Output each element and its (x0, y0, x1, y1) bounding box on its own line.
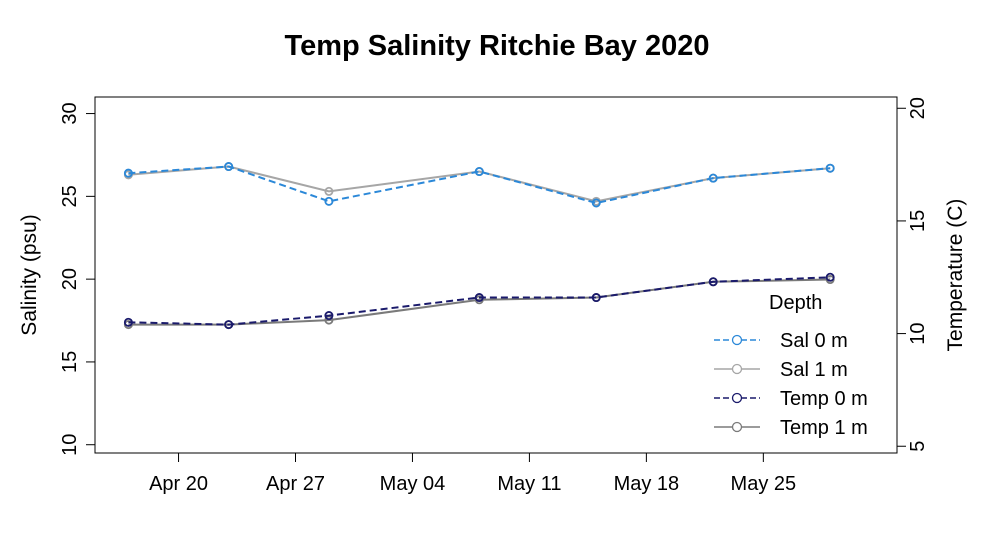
series-line (128, 278, 831, 326)
y-tick-label-right: 20 (907, 97, 929, 119)
x-tick-label: May 11 (497, 473, 561, 495)
data-point (123, 168, 133, 178)
legend-title: Depth (769, 292, 822, 314)
data-point (324, 196, 334, 206)
series-sal-0-m (123, 162, 835, 208)
data-point (474, 293, 484, 303)
series-temp-0-m (123, 272, 835, 330)
plot-area-frame (94, 96, 898, 454)
data-point (825, 163, 835, 173)
legend-marker (731, 421, 743, 433)
legend-marker (731, 334, 743, 346)
x-tick-label: May 04 (380, 473, 446, 495)
legend-label: Temp 1 m (780, 417, 868, 439)
y-tick-label-left: 25 (59, 185, 81, 207)
series-layer (123, 162, 835, 330)
data-point (224, 162, 234, 172)
y-tick-label-left: 15 (59, 351, 81, 373)
data-point (324, 311, 334, 321)
y-axis-right: 5 10 15 20 (896, 97, 929, 452)
data-point (708, 277, 718, 287)
y-tick-label-right: 15 (907, 210, 929, 232)
series-line (128, 276, 831, 326)
x-tick-label: May 25 (731, 473, 797, 495)
data-point (708, 173, 718, 183)
data-point (591, 198, 601, 208)
data-point (324, 186, 334, 196)
data-point (591, 293, 601, 303)
x-tick-label: Apr 20 (149, 473, 208, 495)
legend-label: Temp 0 m (780, 388, 868, 410)
data-point (474, 167, 484, 177)
y-axis-label-left: Salinity (psu) (18, 214, 41, 335)
y-tick-label-left: 20 (59, 268, 81, 290)
data-point (224, 320, 234, 330)
y-axis-left: 10 15 20 25 30 (59, 102, 96, 456)
y-tick-label-right: 10 (907, 322, 929, 344)
series-temp-1-m (123, 275, 835, 330)
y-axis-label-right: Temperature (C) (944, 199, 967, 352)
x-axis: Apr 20 Apr 27 May 04 May 11 May 18 May 25 (149, 452, 797, 495)
y-tick-label-right: 5 (907, 441, 929, 452)
legend-label: Sal 0 m (780, 330, 848, 352)
legend: Depth Sal 0 m Sal 1 m Temp 0 m Temp 1 m (714, 292, 868, 439)
y-tick-label-left: 10 (59, 434, 81, 456)
y-tick-label-left: 30 (59, 102, 81, 124)
data-point (123, 317, 133, 327)
legend-label: Sal 1 m (780, 359, 848, 381)
series-line (128, 165, 831, 203)
legend-marker (731, 363, 743, 375)
series-line (128, 165, 831, 205)
legend-marker (731, 392, 743, 404)
chart-title: Temp Salinity Ritchie Bay 2020 (284, 30, 710, 62)
x-tick-label: May 18 (614, 473, 680, 495)
data-point (825, 272, 835, 282)
x-tick-label: Apr 27 (266, 473, 325, 495)
